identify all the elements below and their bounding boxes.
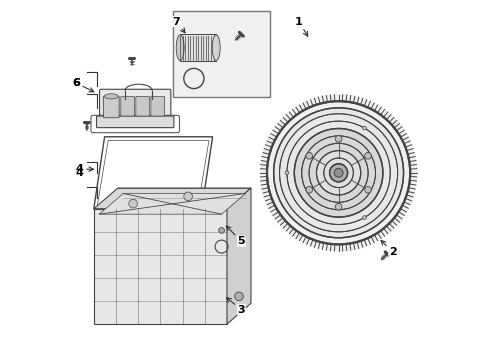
Text: 5: 5 xyxy=(226,226,245,246)
Circle shape xyxy=(285,171,289,175)
Text: 7: 7 xyxy=(173,17,185,33)
FancyBboxPatch shape xyxy=(121,96,135,116)
Ellipse shape xyxy=(212,35,220,60)
Circle shape xyxy=(317,151,361,195)
Circle shape xyxy=(219,228,224,233)
Circle shape xyxy=(363,126,367,130)
FancyBboxPatch shape xyxy=(173,11,270,97)
FancyBboxPatch shape xyxy=(97,116,174,128)
Circle shape xyxy=(365,153,371,159)
Ellipse shape xyxy=(104,94,118,99)
Text: 6: 6 xyxy=(72,78,94,92)
FancyBboxPatch shape xyxy=(103,96,119,118)
Polygon shape xyxy=(99,193,245,214)
Circle shape xyxy=(365,186,371,193)
Circle shape xyxy=(363,216,366,219)
Text: 3: 3 xyxy=(226,298,245,315)
Circle shape xyxy=(330,164,347,182)
FancyBboxPatch shape xyxy=(99,89,171,120)
Polygon shape xyxy=(180,34,216,61)
Circle shape xyxy=(260,95,417,251)
Circle shape xyxy=(334,168,343,177)
Polygon shape xyxy=(94,188,251,209)
Ellipse shape xyxy=(176,35,184,60)
Circle shape xyxy=(306,186,313,193)
Circle shape xyxy=(335,203,342,210)
Polygon shape xyxy=(94,209,227,324)
Circle shape xyxy=(273,108,404,238)
Circle shape xyxy=(129,199,137,208)
Circle shape xyxy=(294,129,383,217)
Text: 1: 1 xyxy=(295,17,308,36)
Polygon shape xyxy=(227,188,251,324)
Text: 2: 2 xyxy=(381,240,396,257)
Circle shape xyxy=(184,192,193,201)
Text: 4: 4 xyxy=(75,168,83,178)
Text: 6: 6 xyxy=(72,78,80,88)
Text: 4: 4 xyxy=(75,164,94,174)
Circle shape xyxy=(335,135,342,142)
Circle shape xyxy=(306,153,313,159)
FancyBboxPatch shape xyxy=(151,96,165,116)
Circle shape xyxy=(235,292,244,301)
FancyBboxPatch shape xyxy=(136,96,149,116)
